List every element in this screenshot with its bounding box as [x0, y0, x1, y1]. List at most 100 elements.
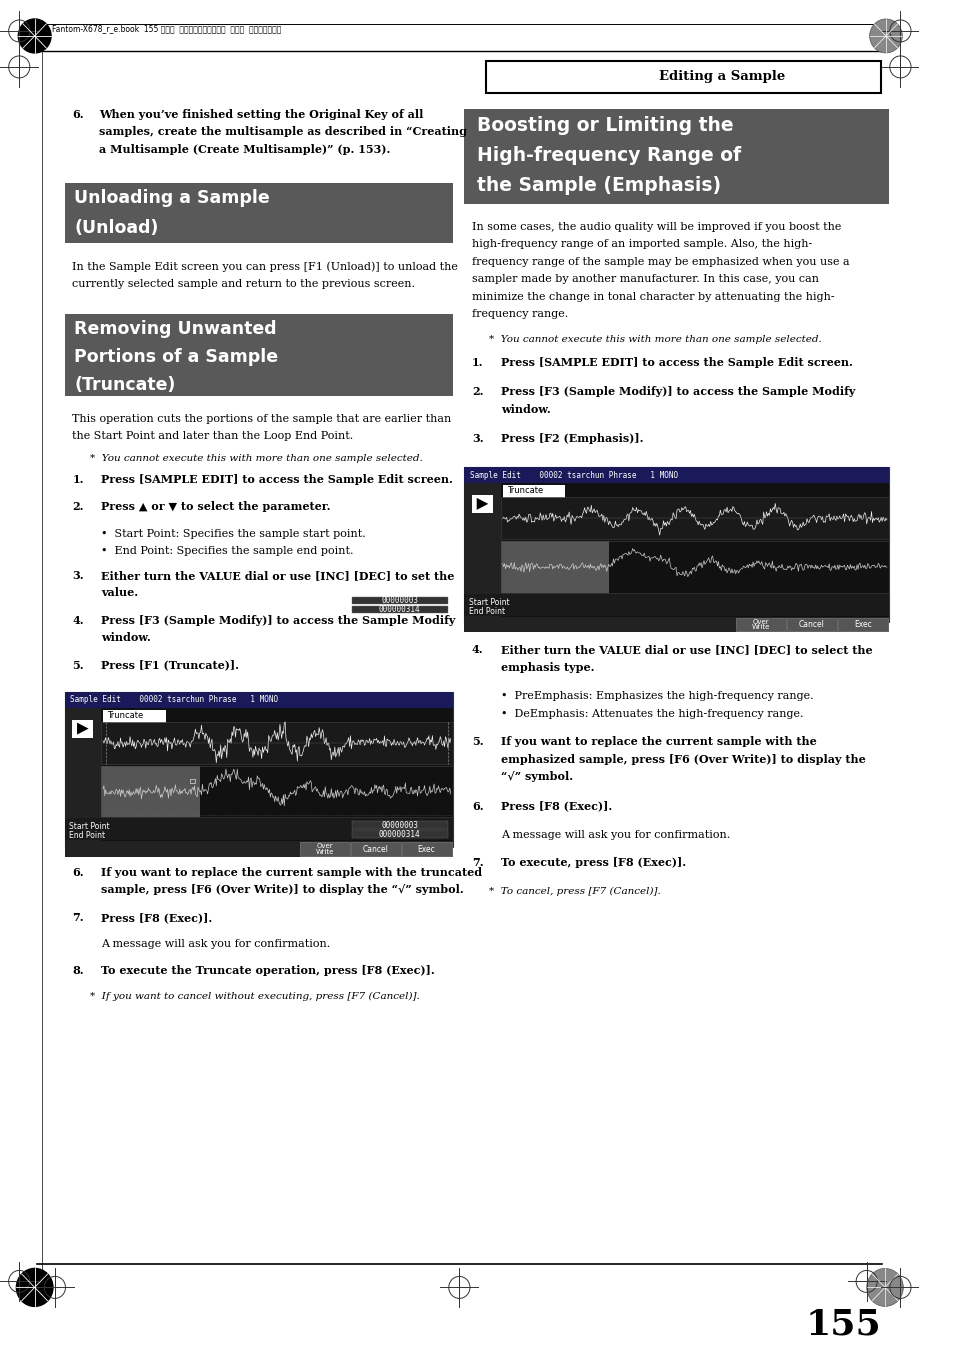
Text: *  If you want to cancel without executing, press [F7 (Cancel)].: * If you want to cancel without executin… [90, 992, 419, 1001]
Text: 000000314: 000000314 [378, 830, 420, 839]
Text: *  To cancel, press [F7 (Cancel)].: * To cancel, press [F7 (Cancel)]. [489, 886, 660, 896]
Bar [837, 617, 887, 631]
Bar [299, 843, 349, 857]
Text: 000000314: 000000314 [378, 605, 420, 613]
Bar [101, 766, 199, 817]
Text: Press [F8 (Exec)].: Press [F8 (Exec)]. [101, 912, 213, 923]
Bar [350, 843, 400, 857]
Text: End Point: End Point [70, 831, 106, 840]
Text: Press ▲ or ▼ to select the parameter.: Press ▲ or ▼ to select the parameter. [101, 501, 331, 512]
Bar [351, 597, 447, 604]
Text: value.: value. [101, 588, 138, 598]
Text: 4.: 4. [72, 615, 84, 626]
Circle shape [18, 19, 51, 53]
Bar [103, 709, 166, 723]
Text: sample, press [F6 (Over Write)] to display the “√” symbol.: sample, press [F6 (Over Write)] to displ… [101, 885, 463, 896]
Text: 6.: 6. [72, 109, 84, 120]
Bar [464, 467, 888, 482]
Text: 00000003: 00000003 [381, 820, 417, 830]
Bar [72, 720, 93, 738]
Text: To execute, press [F8 (Exec)].: To execute, press [F8 (Exec)]. [500, 858, 685, 869]
Bar [464, 482, 500, 623]
Bar [190, 778, 194, 782]
Bar [500, 497, 888, 539]
Text: 6.: 6. [72, 867, 84, 878]
Text: the Start Point and later than the Loop End Point.: the Start Point and later than the Loop … [72, 431, 354, 442]
Text: This operation cuts the portions of the sample that are earlier than: This operation cuts the portions of the … [72, 413, 451, 424]
Text: Either turn the VALUE dial or use [INC] [DEC] to set the: Either turn the VALUE dial or use [INC] … [101, 570, 454, 581]
Text: Over
Write: Over Write [751, 619, 769, 630]
Text: Sample Edit    00002 tsarchun Phrase   1 MONO: Sample Edit 00002 tsarchun Phrase 1 MONO [71, 696, 278, 704]
Bar [464, 467, 888, 623]
Text: Start Point: Start Point [70, 823, 110, 831]
Bar [502, 485, 565, 499]
Circle shape [866, 1269, 902, 1306]
Text: A message will ask you for confirmation.: A message will ask you for confirmation. [500, 830, 729, 840]
Text: Fantom-X678_r_e.book  155 ページ  ２００５年５月１２日  木曜日  午後４時４０分: Fantom-X678_r_e.book 155 ページ ２００５年５月１２日 … [52, 24, 281, 34]
Text: High-frequency Range of: High-frequency Range of [476, 146, 740, 165]
Text: 7.: 7. [472, 858, 483, 869]
Bar [464, 594, 888, 616]
Text: In some cases, the audio quality will be improved if you boost the: In some cases, the audio quality will be… [472, 222, 841, 232]
Bar [351, 605, 447, 613]
Text: Start Point: Start Point [469, 597, 509, 607]
Text: 2.: 2. [472, 386, 483, 397]
Text: •  Start Point: Specifies the sample start point.: • Start Point: Specifies the sample star… [101, 528, 366, 539]
Text: (Unload): (Unload) [74, 219, 158, 238]
Text: Press [F3 (Sample Modify)] to access the Sample Modify: Press [F3 (Sample Modify)] to access the… [500, 386, 854, 397]
Text: 4.: 4. [472, 644, 483, 655]
Text: Over
Write: Over Write [315, 843, 334, 855]
Text: 3.: 3. [472, 432, 483, 444]
Text: currently selected sample and return to the previous screen.: currently selected sample and return to … [72, 278, 415, 289]
Bar [464, 109, 888, 204]
Text: Exec: Exec [853, 620, 871, 630]
Text: •  DeEmphasis: Attenuates the high-frequency range.: • DeEmphasis: Attenuates the high-freque… [500, 709, 802, 719]
Bar [500, 540, 609, 593]
Bar [401, 843, 451, 857]
Text: Sample Edit    00002 tsarchun Phrase   1 MONO: Sample Edit 00002 tsarchun Phrase 1 MONO [470, 470, 678, 480]
Text: When you’ve finished setting the Original Key of all: When you’ve finished setting the Origina… [99, 109, 423, 120]
Text: emphasis type.: emphasis type. [500, 662, 594, 673]
Text: To execute the Truncate operation, press [F8 (Exec)].: To execute the Truncate operation, press… [101, 965, 435, 975]
Bar [101, 766, 452, 817]
Circle shape [16, 1269, 53, 1306]
Text: 00000003: 00000003 [381, 596, 417, 605]
Text: frequency range.: frequency range. [472, 309, 568, 319]
Bar [65, 708, 101, 847]
Text: 8.: 8. [72, 965, 84, 975]
Text: window.: window. [500, 404, 550, 415]
Text: Press [F1 (Truncate)].: Press [F1 (Truncate)]. [101, 659, 239, 670]
Text: Truncate: Truncate [506, 486, 542, 496]
Bar [786, 617, 836, 631]
Text: 1.: 1. [472, 357, 483, 367]
Text: window.: window. [101, 632, 151, 643]
Text: high-frequency range of an imported sample. Also, the high-: high-frequency range of an imported samp… [472, 239, 811, 249]
Text: Press [SAMPLE EDIT] to access the Sample Edit screen.: Press [SAMPLE EDIT] to access the Sample… [500, 357, 852, 367]
Bar [351, 831, 447, 838]
Text: (Truncate): (Truncate) [74, 376, 175, 394]
Text: 7.: 7. [72, 912, 84, 923]
Bar [101, 721, 452, 763]
Text: 5.: 5. [72, 659, 84, 670]
Text: 1.: 1. [72, 474, 84, 485]
Text: Cancel: Cancel [362, 844, 388, 854]
Text: frequency range of the sample may be emphasized when you use a: frequency range of the sample may be emp… [472, 257, 848, 266]
Text: samples, create the multisample as described in “Creating: samples, create the multisample as descr… [99, 127, 467, 138]
Bar [65, 315, 452, 396]
Text: •  PreEmphasis: Emphasizes the high-frequency range.: • PreEmphasis: Emphasizes the high-frequ… [500, 692, 813, 701]
Circle shape [869, 19, 902, 53]
Bar [65, 819, 452, 840]
Polygon shape [77, 723, 89, 735]
Text: emphasized sample, press [F6 (Over Write)] to display the: emphasized sample, press [F6 (Over Write… [500, 754, 864, 765]
Text: Cancel: Cancel [798, 620, 824, 630]
Bar [735, 617, 785, 631]
Text: Press [F2 (Emphasis)].: Press [F2 (Emphasis)]. [500, 432, 642, 444]
Text: 3.: 3. [72, 570, 84, 581]
Text: sampler made by another manufacturer. In this case, you can: sampler made by another manufacturer. In… [472, 274, 818, 284]
Text: If you want to replace the current sample with the truncated: If you want to replace the current sampl… [101, 867, 481, 878]
Bar [65, 692, 452, 708]
Text: 155: 155 [804, 1308, 881, 1342]
Text: 2.: 2. [72, 501, 84, 512]
Text: End Point: End Point [469, 607, 504, 616]
Text: Portions of a Sample: Portions of a Sample [74, 349, 278, 366]
